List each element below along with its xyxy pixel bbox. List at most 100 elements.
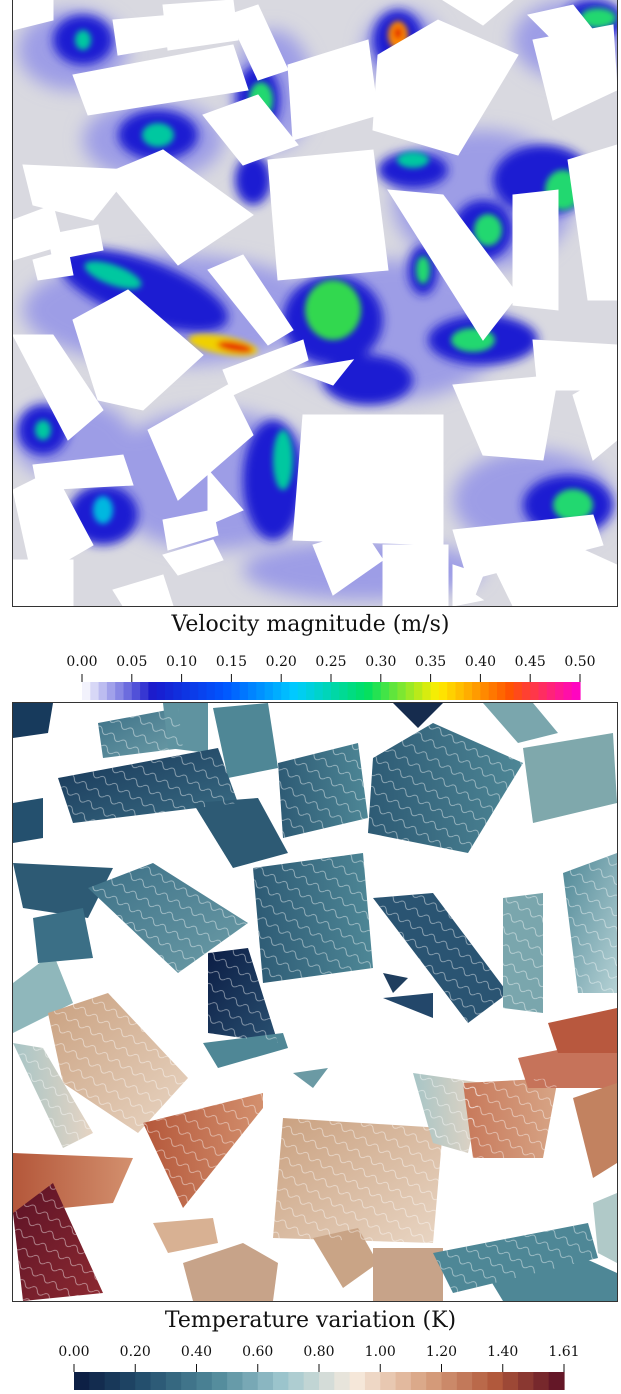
colorbar-band: [472, 682, 481, 700]
colorbar-band: [397, 682, 407, 700]
colorbar-band: [256, 682, 266, 700]
colorbar-band: [264, 682, 274, 700]
colorbar-band: [156, 682, 166, 700]
colorbar-tick-label: 0.20: [266, 654, 297, 670]
colorbar-band: [115, 682, 125, 700]
colorbar-band: [322, 682, 332, 700]
colorbar-band: [563, 682, 573, 700]
colorbar-band: [430, 682, 440, 700]
colorbar-band: [242, 1372, 259, 1390]
colorbar-band: [355, 682, 365, 700]
colorbar-band: [505, 682, 515, 700]
colorbar-band: [463, 682, 473, 700]
colorbar-band: [364, 1372, 381, 1390]
colorbar-band: [447, 682, 457, 700]
colorbar-band: [339, 682, 349, 700]
colorbar-band: [319, 1372, 335, 1390]
colorbar-band: [314, 682, 324, 700]
colorbar-band: [206, 682, 216, 700]
colorbar-band: [372, 682, 382, 700]
colorbar-band: [106, 682, 116, 700]
colorbar-tick-label: 0.15: [216, 654, 247, 670]
colorbar-band: [119, 1372, 136, 1390]
colorbar-band: [538, 682, 548, 700]
colorbar-band: [513, 682, 523, 700]
temperature-colorbar: 0.00 0.20 0.40 0.60 0.80 1.00 1.20 1.40 1.61: [58, 1344, 580, 1390]
colorbar-band: [223, 682, 232, 700]
colorbar-band: [414, 682, 423, 700]
colorbar-band: [173, 682, 183, 700]
colorbar-band: [546, 682, 556, 700]
high-velocity-regions: [35, 8, 616, 524]
colorbar-band: [148, 682, 158, 700]
colorbar-band: [104, 1372, 121, 1390]
temperature-colorbar-svg: 0.00 0.20 0.40 0.60 0.80 1.00 1.20 1.40 1.61: [58, 1344, 580, 1390]
temperature-colorbar-title: Temperature variation (K): [164, 1308, 457, 1333]
colorbar-band: [380, 682, 390, 700]
colorbar-band: [438, 682, 448, 700]
velocity-field-plot: [12, 0, 618, 607]
colorbar-tick-label: 0.80: [303, 1344, 334, 1360]
colorbar-tick-label: 1.20: [426, 1344, 457, 1360]
velocity-colorbar-svg: 0.00 0.05 0.10 0.15 0.20 0.25 0.30 0.35 0.40 0.45…: [66, 654, 596, 700]
colorbar-band: [248, 682, 257, 700]
temperature-field-svg: [13, 703, 617, 1301]
colorbar-band: [331, 682, 340, 700]
colorbar-band: [90, 682, 100, 700]
colorbar-band: [123, 682, 133, 700]
colorbar-band: [518, 1372, 534, 1390]
colorbar-band: [150, 1372, 167, 1390]
colorbar-tick-label: 0.00: [58, 1344, 89, 1360]
colorbar-band: [297, 682, 307, 700]
temperature-field-plot: [12, 702, 618, 1302]
colorbar-band: [441, 1372, 458, 1390]
colorbar-band: [455, 682, 465, 700]
colorbar-band: [135, 1372, 152, 1390]
colorbar-band: [140, 682, 149, 700]
colorbar-band: [214, 682, 224, 700]
colorbar-tick-label: 1.61: [548, 1344, 579, 1360]
colorbar-band: [472, 1372, 489, 1390]
colorbar-tick-label: 0.35: [415, 654, 446, 670]
colorbar-band: [389, 682, 398, 700]
obstacles: [13, 0, 617, 606]
colorbar-band: [239, 682, 249, 700]
colorbar-band: [189, 682, 199, 700]
colorbar-band: [131, 682, 141, 700]
colorbar-band: [488, 682, 498, 700]
colorbar-band: [422, 682, 432, 700]
colorbar-tick-label: 1.00: [365, 1344, 396, 1360]
colorbar-tick-label: 0.50: [564, 654, 595, 670]
velocity-colorbar-title: Velocity magnitude (m/s): [171, 612, 450, 637]
temperature-contour-lines: [13, 708, 617, 1301]
colorbar-band: [181, 1372, 198, 1390]
colorbar-band: [231, 682, 241, 700]
colorbar-band: [530, 682, 540, 700]
colorbar-band: [227, 1372, 244, 1390]
colorbar-band: [273, 1372, 289, 1390]
colorbar-band: [349, 1372, 366, 1390]
colorbar-band: [395, 1372, 412, 1390]
colorbar-tick-label: 0.10: [166, 654, 197, 670]
colorbar-tick-label: 0.25: [315, 654, 346, 670]
colorbar-tick-label: 0.45: [515, 654, 546, 670]
colorbar-band: [334, 1372, 351, 1390]
colorbar-band: [165, 682, 174, 700]
colorbar-tick-label: 0.40: [181, 1344, 212, 1360]
colorbar-band: [380, 1372, 397, 1390]
colorbar-band: [98, 682, 108, 700]
colorbar-tick-label: 1.40: [487, 1344, 518, 1360]
colorbar-band: [571, 682, 581, 700]
colorbar-band: [347, 682, 357, 700]
colorbar-tick-label: 0.20: [120, 1344, 151, 1360]
colorbar-band: [211, 1372, 228, 1390]
colorbar-band: [487, 1372, 504, 1390]
colorbar-band: [533, 1372, 550, 1390]
colorbar-band: [82, 682, 91, 700]
velocity-field-svg: [13, 0, 617, 606]
colorbar-band: [181, 682, 191, 700]
colorbar-band: [257, 1372, 274, 1390]
colorbar-band: [410, 1372, 427, 1390]
colorbar-band: [480, 682, 490, 700]
colorbar-band: [426, 1372, 443, 1390]
